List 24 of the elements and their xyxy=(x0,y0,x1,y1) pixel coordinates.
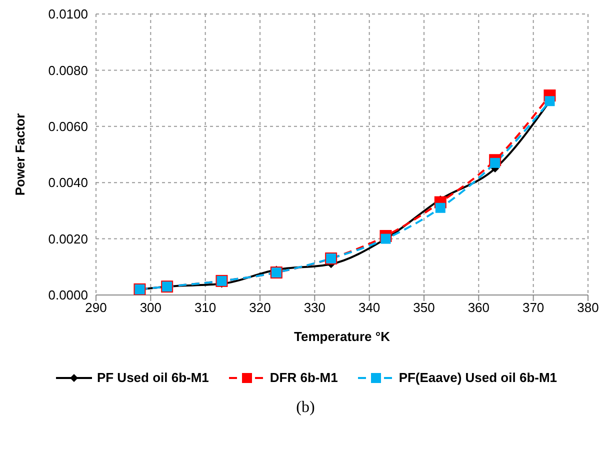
x-tick-label: 340 xyxy=(358,300,380,316)
y-tick-label: 0.0100 xyxy=(48,6,88,22)
x-tick-label: 370 xyxy=(522,300,544,316)
y-tick-label: 0.0040 xyxy=(48,175,88,190)
x-tick-label: 300 xyxy=(140,300,162,316)
y-tick-label: 0.0020 xyxy=(48,231,88,246)
x-tick-label: 320 xyxy=(249,300,271,316)
x-axis-title: Temperature °K xyxy=(294,329,391,344)
y-tick-label: 0.0060 xyxy=(48,119,88,134)
text: (b) xyxy=(295,399,316,417)
legend-label: PF Used oil 6b-M1 xyxy=(96,370,209,385)
x-tick-label: 360 xyxy=(468,300,490,316)
point xyxy=(435,202,446,213)
x-tick-label: 290 xyxy=(85,300,107,316)
legend-label: DFR 6b-M1 xyxy=(270,370,338,385)
y-tick-label: 0.0080 xyxy=(48,62,88,78)
x-tick-label: 350 xyxy=(413,300,435,316)
x-tick-label: 310 xyxy=(194,300,216,316)
point xyxy=(490,158,500,168)
legend-label: PF(Eaave) Used oil 6b-M1 xyxy=(398,370,558,385)
x-tick-label: 330 xyxy=(304,300,326,316)
y-axis-title: Power Factor xyxy=(12,113,28,196)
y-tick-label: 0.0000 xyxy=(48,288,88,303)
x-tick-label: 380 xyxy=(577,300,599,316)
